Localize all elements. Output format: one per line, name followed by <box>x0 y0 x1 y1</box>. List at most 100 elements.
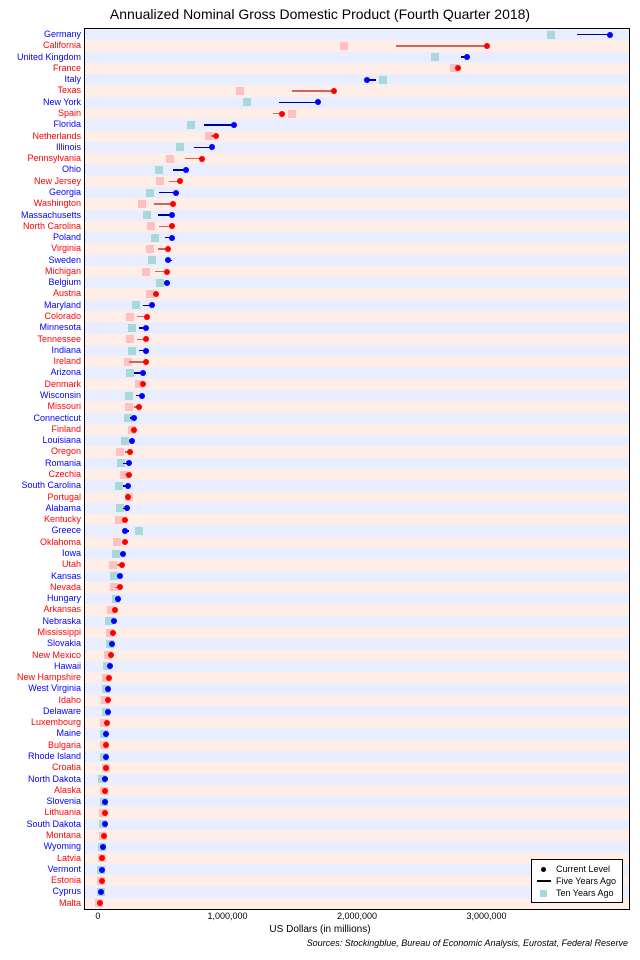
data-row: Missouri <box>85 401 629 412</box>
row-label: Delaware <box>43 706 85 717</box>
row-label: Cyprus <box>52 886 85 897</box>
row-label: Netherlands <box>32 131 85 142</box>
ten-years-ago-marker <box>340 42 348 50</box>
data-row: Minnesota <box>85 322 629 333</box>
row-label: Virginia <box>51 243 85 254</box>
ten-years-ago-marker <box>143 211 151 219</box>
data-row: Finland <box>85 424 629 435</box>
ten-years-ago-marker <box>151 234 159 242</box>
data-row: New Hampshire <box>85 672 629 683</box>
row-label: New Jersey <box>34 176 85 187</box>
row-label: Austria <box>53 288 85 299</box>
current-level-dot <box>199 156 205 162</box>
current-level-dot <box>164 269 170 275</box>
current-level-dot <box>99 878 105 884</box>
data-row: Ohio <box>85 164 629 175</box>
current-level-dot <box>143 359 149 365</box>
ten-years-ago-marker <box>431 53 439 61</box>
row-label: Rhode Island <box>28 751 85 762</box>
current-level-dot <box>177 178 183 184</box>
row-label: Illinois <box>56 142 85 153</box>
row-label: Georgia <box>49 187 85 198</box>
row-label: New Hampshire <box>17 672 85 683</box>
current-level-dot <box>119 562 125 568</box>
current-level-dot <box>331 88 337 94</box>
row-label: Hungary <box>47 593 85 604</box>
sources-text: Sources: Stockingblue, Bureau of Economi… <box>307 938 628 948</box>
current-level-dot <box>115 596 121 602</box>
row-label: Massachusetts <box>21 210 85 221</box>
data-row: Mississippi <box>85 627 629 638</box>
row-label: Vermont <box>47 864 85 875</box>
current-level-dot <box>139 393 145 399</box>
current-level-dot <box>165 246 171 252</box>
ten-years-ago-marker <box>116 448 124 456</box>
data-row: Spain <box>85 108 629 119</box>
row-label: Montana <box>46 830 85 841</box>
current-level-dot <box>173 190 179 196</box>
current-level-dot <box>129 438 135 444</box>
data-row: North Dakota <box>85 774 629 785</box>
ten-years-ago-marker <box>126 369 134 377</box>
current-level-dot <box>102 810 108 816</box>
current-level-dot <box>213 133 219 139</box>
data-row: Slovakia <box>85 638 629 649</box>
row-label: California <box>43 40 85 51</box>
ten-years-ago-marker <box>138 200 146 208</box>
ten-years-ago-marker <box>155 166 163 174</box>
data-row: New Jersey <box>85 176 629 187</box>
current-level-dot <box>122 539 128 545</box>
data-row: Kansas <box>85 571 629 582</box>
data-row: West Virginia <box>85 683 629 694</box>
row-label: Lithuania <box>44 807 85 818</box>
data-row: Luxembourg <box>85 717 629 728</box>
data-row: Alabama <box>85 503 629 514</box>
row-label: Alabama <box>45 503 85 514</box>
chart-title: Annualized Nominal Gross Domestic Produc… <box>0 6 640 22</box>
data-row: Greece <box>85 525 629 536</box>
data-row: South Carolina <box>85 480 629 491</box>
x-tick-label: 2,000,000 <box>337 909 377 921</box>
data-row: Nebraska <box>85 616 629 627</box>
row-label: Minnesota <box>39 322 85 333</box>
data-row: Delaware <box>85 706 629 717</box>
data-row: Oregon <box>85 446 629 457</box>
ten-years-ago-marker <box>156 177 164 185</box>
ten-years-ago-marker <box>135 527 143 535</box>
legend-ten: Ten Years Ago <box>536 887 616 899</box>
data-row: Wisconsin <box>85 390 629 401</box>
ten-years-ago-marker <box>148 256 156 264</box>
current-level-dot <box>112 607 118 613</box>
data-row: Austria <box>85 288 629 299</box>
data-row: Italy <box>85 74 629 85</box>
row-label: Sweden <box>48 255 85 266</box>
current-level-dot <box>169 212 175 218</box>
data-row: Arizona <box>85 367 629 378</box>
row-label: Estonia <box>51 875 85 886</box>
current-level-dot <box>164 280 170 286</box>
row-label: Luxembourg <box>31 717 85 728</box>
current-level-dot <box>109 641 115 647</box>
ten-years-ago-marker <box>132 301 140 309</box>
row-label: Tennessee <box>37 334 85 345</box>
current-level-dot <box>231 122 237 128</box>
five-to-current-line <box>577 34 609 36</box>
row-label: Ireland <box>53 356 85 367</box>
ten-years-ago-marker <box>128 347 136 355</box>
data-row: Texas <box>85 85 629 96</box>
row-label: Arizona <box>50 367 85 378</box>
row-label: Ohio <box>62 164 85 175</box>
row-label: Latvia <box>57 853 85 864</box>
row-label: Idaho <box>58 695 85 706</box>
data-row: Portugal <box>85 492 629 503</box>
current-level-dot <box>169 235 175 241</box>
ten-years-ago-marker <box>126 313 134 321</box>
row-label: United Kingdom <box>17 52 85 63</box>
ten-years-ago-marker <box>121 437 129 445</box>
row-label: West Virginia <box>28 683 85 694</box>
current-level-dot <box>106 675 112 681</box>
row-label: Nevada <box>50 582 85 593</box>
ten-years-ago-marker <box>187 121 195 129</box>
data-row: Czechia <box>85 469 629 480</box>
row-label: Spain <box>58 108 85 119</box>
